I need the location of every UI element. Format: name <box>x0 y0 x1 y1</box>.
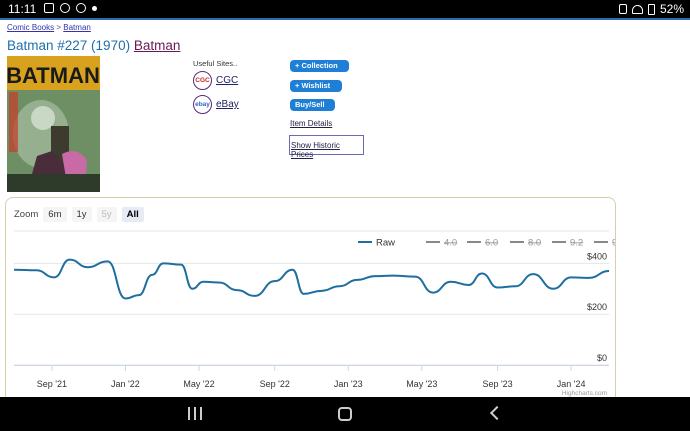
zoom-label: Zoom <box>14 209 39 220</box>
ebay-site[interactable]: ebay eBay <box>193 95 239 114</box>
x-tick-label: Jan '22 <box>111 379 140 389</box>
item-details-link[interactable]: Item Details <box>290 119 333 128</box>
more-notifications-icon <box>92 5 97 11</box>
breadcrumb-batman[interactable]: Batman <box>63 23 91 32</box>
x-tick-label: May '22 <box>183 379 214 389</box>
recents-icon[interactable] <box>188 407 202 420</box>
y-tick-label: $200 <box>587 302 607 312</box>
status-bar: 11:11 52% <box>0 0 690 18</box>
legend-label: Raw <box>376 238 395 249</box>
cgc-site[interactable]: CGC CGC <box>193 71 238 90</box>
legend-item[interactable]: 6.0 <box>467 238 498 249</box>
cover-art: BATMAN <box>7 56 100 192</box>
cgc-logo-icon: CGC <box>193 71 212 90</box>
zoom-6m-button[interactable]: 6m <box>43 207 67 222</box>
back-icon[interactable] <box>489 405 505 421</box>
legend-item[interactable]: 8.0 <box>510 238 541 249</box>
cgc-link[interactable]: CGC <box>216 75 239 86</box>
x-tick-label: Sep '22 <box>260 379 290 389</box>
show-historic-prices-button[interactable]: Show Historic Prices <box>289 135 364 159</box>
x-tick-label: Sep '23 <box>482 379 512 389</box>
legend-label: 6.0 <box>485 238 498 249</box>
battery-level: 52% <box>659 2 684 16</box>
chrome-icon <box>76 3 86 13</box>
legend-label: 8.0 <box>528 238 541 249</box>
legend-item[interactable]: 4.0 <box>426 238 457 249</box>
legend-item[interactable]: 9.2 <box>552 238 583 249</box>
series-link[interactable]: Batman <box>133 38 181 53</box>
comic-cover-image: BATMAN <box>7 56 100 192</box>
notification-icons <box>44 3 97 13</box>
buy-sell-button[interactable]: Buy/Sell <box>290 99 335 111</box>
price-chart: $400 $200 $0 Sep '21 Jan '22 May '22 Sep '22 J… <box>13 230 616 389</box>
zoom-all-button[interactable]: All <box>121 207 144 222</box>
home-icon[interactable] <box>338 407 352 421</box>
browser-progress-line <box>0 18 690 20</box>
zoom-bar: Zoom 6m 1y 5y All <box>14 207 144 222</box>
ebay-logo-icon: ebay <box>193 95 212 114</box>
add-wishlist-button[interactable]: + Wishlist <box>290 80 342 92</box>
ebay-link[interactable]: eBay <box>216 99 239 110</box>
breadcrumb-separator: > <box>56 23 62 32</box>
battery-icon <box>647 3 655 15</box>
reddit-icon <box>60 3 70 13</box>
gallery-icon <box>44 3 54 13</box>
zoom-1y-button[interactable]: 1y <box>71 207 92 222</box>
wifi-icon <box>631 4 643 14</box>
highcharts-credit[interactable]: Highcharts.com <box>561 390 607 397</box>
legend-item[interactable]: Raw <box>358 238 395 249</box>
x-tick-label: Jan '24 <box>557 379 586 389</box>
status-time: 11:11 <box>8 2 37 16</box>
legend-label: 4.0 <box>444 238 457 249</box>
x-tick-label: May '23 <box>406 379 437 389</box>
issue-title: Batman #227 (1970) <box>7 38 131 53</box>
cover-masthead: BATMAN <box>7 63 100 88</box>
add-collection-button[interactable]: + Collection <box>290 60 349 72</box>
android-nav-bar <box>0 397 690 431</box>
y-tick-label: $0 <box>597 353 607 363</box>
page-title: Batman #227 (1970) Batman <box>7 38 180 53</box>
useful-sites-heading: Useful Sites.. <box>193 59 238 68</box>
legend-label: 9.8 <box>612 238 616 249</box>
price-chart-card: Zoom 6m 1y 5y All $400 $200 $0 Sep '21 Jan … <box>5 197 616 407</box>
legend-label: 9.2 <box>570 238 583 249</box>
status-right: 52% <box>618 2 684 16</box>
lock-icon <box>618 4 627 14</box>
legend-item[interactable]: 9.8 <box>594 238 616 249</box>
x-tick-label: Sep '21 <box>37 379 67 389</box>
zoom-5y-button: 5y <box>96 207 117 222</box>
breadcrumb-comic-books[interactable]: Comic Books <box>7 23 55 32</box>
series-line-raw <box>13 258 610 300</box>
breadcrumb: Comic Books > Batman <box>7 23 91 32</box>
y-tick-label: $400 <box>587 251 607 261</box>
x-tick-label: Jan '23 <box>334 379 363 389</box>
